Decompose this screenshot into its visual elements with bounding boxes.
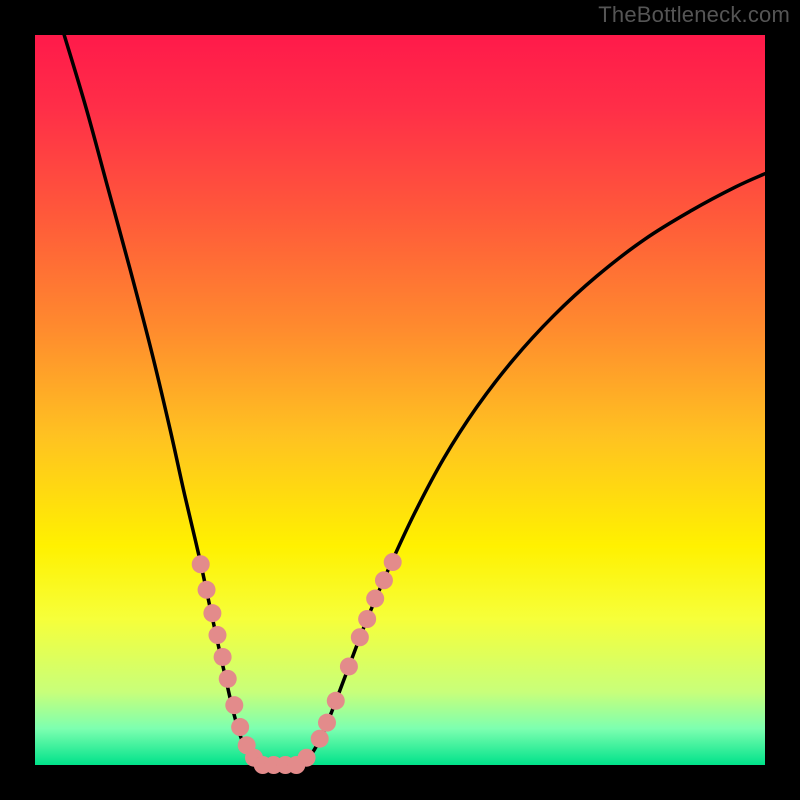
data-dot [318,714,336,732]
data-dot [327,692,345,710]
data-dot [209,626,227,644]
plot-area [35,35,765,765]
data-dot [366,590,384,608]
data-dot [219,670,237,688]
data-dot [358,610,376,628]
data-dot [231,718,249,736]
data-dot [198,581,216,599]
data-dot [203,604,221,622]
data-dot [214,648,232,666]
plot-svg [0,0,800,800]
stage: TheBottleneck.com [0,0,800,800]
data-dot [340,657,358,675]
data-dot [351,628,369,646]
watermark-text: TheBottleneck.com [598,2,790,28]
data-dot [375,571,393,589]
data-dot [192,555,210,573]
data-dot [384,553,402,571]
data-dot [298,749,316,767]
data-dot [225,696,243,714]
data-dot [311,730,329,748]
